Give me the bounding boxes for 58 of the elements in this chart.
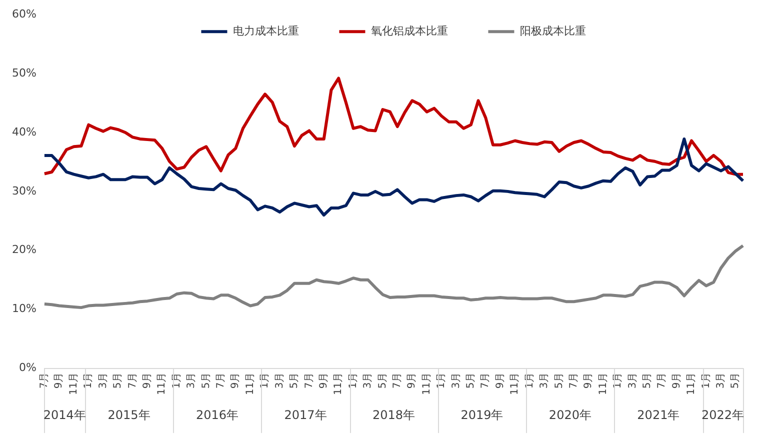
- x-tick-label: 9月: [54, 372, 65, 389]
- x-tick-label: 5月: [466, 372, 477, 389]
- x-tick-label: 9月: [494, 372, 506, 389]
- text: 2016年: [196, 408, 239, 422]
- x-tick-label: 9月: [671, 372, 682, 389]
- x-tick-label: 7月: [216, 372, 227, 389]
- x-tick-label: 5月: [112, 372, 124, 389]
- x-tick-label: 9月: [142, 372, 153, 389]
- x-tick-label: 3月: [627, 372, 638, 389]
- text: 2021年: [637, 408, 680, 422]
- x-tick-label: 5月: [730, 372, 742, 389]
- text: 2019年: [460, 408, 504, 422]
- x-tick-label: 5月: [200, 372, 212, 389]
- x-tick-label: 3月: [362, 372, 374, 389]
- text: 2020年: [548, 408, 592, 422]
- x-tick-label: 7月: [304, 372, 315, 389]
- legend-label: 氧化铝成本比重: [371, 24, 448, 38]
- y-tick-label: 60%: [12, 7, 36, 20]
- x-tick-label: 5月: [642, 372, 654, 389]
- text: 2018年: [372, 408, 415, 422]
- x-tick-label: 3月: [716, 372, 727, 389]
- x-tick-label: 3月: [539, 372, 550, 389]
- x-tick-label: 5月: [377, 372, 388, 389]
- x-tick-label: 11月: [244, 372, 256, 396]
- x-tick-label: 11月: [686, 372, 698, 396]
- legend-label: 电力成本比重: [233, 24, 300, 38]
- x-tick-label: 9月: [406, 372, 418, 389]
- x-tick-label: 11月: [333, 372, 344, 396]
- x-tick-label: 7月: [656, 372, 668, 389]
- x-tick-label: 9月: [230, 372, 242, 389]
- x-tick-label: 9月: [583, 372, 594, 389]
- x-tick-label: 5月: [289, 372, 300, 389]
- text: 2017年: [284, 408, 327, 422]
- y-tick-label: 20%: [12, 243, 36, 256]
- x-tick-label: 3月: [98, 372, 109, 389]
- x-tick-label: 7月: [392, 372, 403, 389]
- legend-label: 阳极成本比重: [520, 24, 586, 38]
- x-tick-label: 9月: [318, 372, 330, 389]
- x-tick-label: 3月: [186, 372, 198, 389]
- text: 2014年: [43, 408, 86, 422]
- y-tick-label: 50%: [12, 66, 36, 80]
- x-tick-label: 7月: [127, 372, 138, 389]
- y-tick-label: 0%: [18, 361, 36, 374]
- y-tick-label: 10%: [12, 302, 36, 316]
- x-tick-label: 11月: [510, 372, 521, 396]
- x-tick-label: 11月: [598, 372, 609, 396]
- x-tick-label: 11月: [68, 372, 80, 396]
- x-tick-label: 11月: [156, 372, 168, 396]
- text: 2022年: [702, 408, 744, 422]
- y-tick-label: 30%: [12, 184, 36, 198]
- x-tick-label: 3月: [450, 372, 462, 389]
- x-tick-label: 11月: [421, 372, 432, 396]
- text: 2015年: [108, 408, 150, 422]
- x-tick-label: 7月: [480, 372, 492, 389]
- x-tick-label: 3月: [274, 372, 286, 389]
- x-tick-label: 7月: [568, 372, 580, 389]
- y-tick-label: 40%: [12, 125, 36, 138]
- x-tick-label: 5月: [554, 372, 565, 389]
